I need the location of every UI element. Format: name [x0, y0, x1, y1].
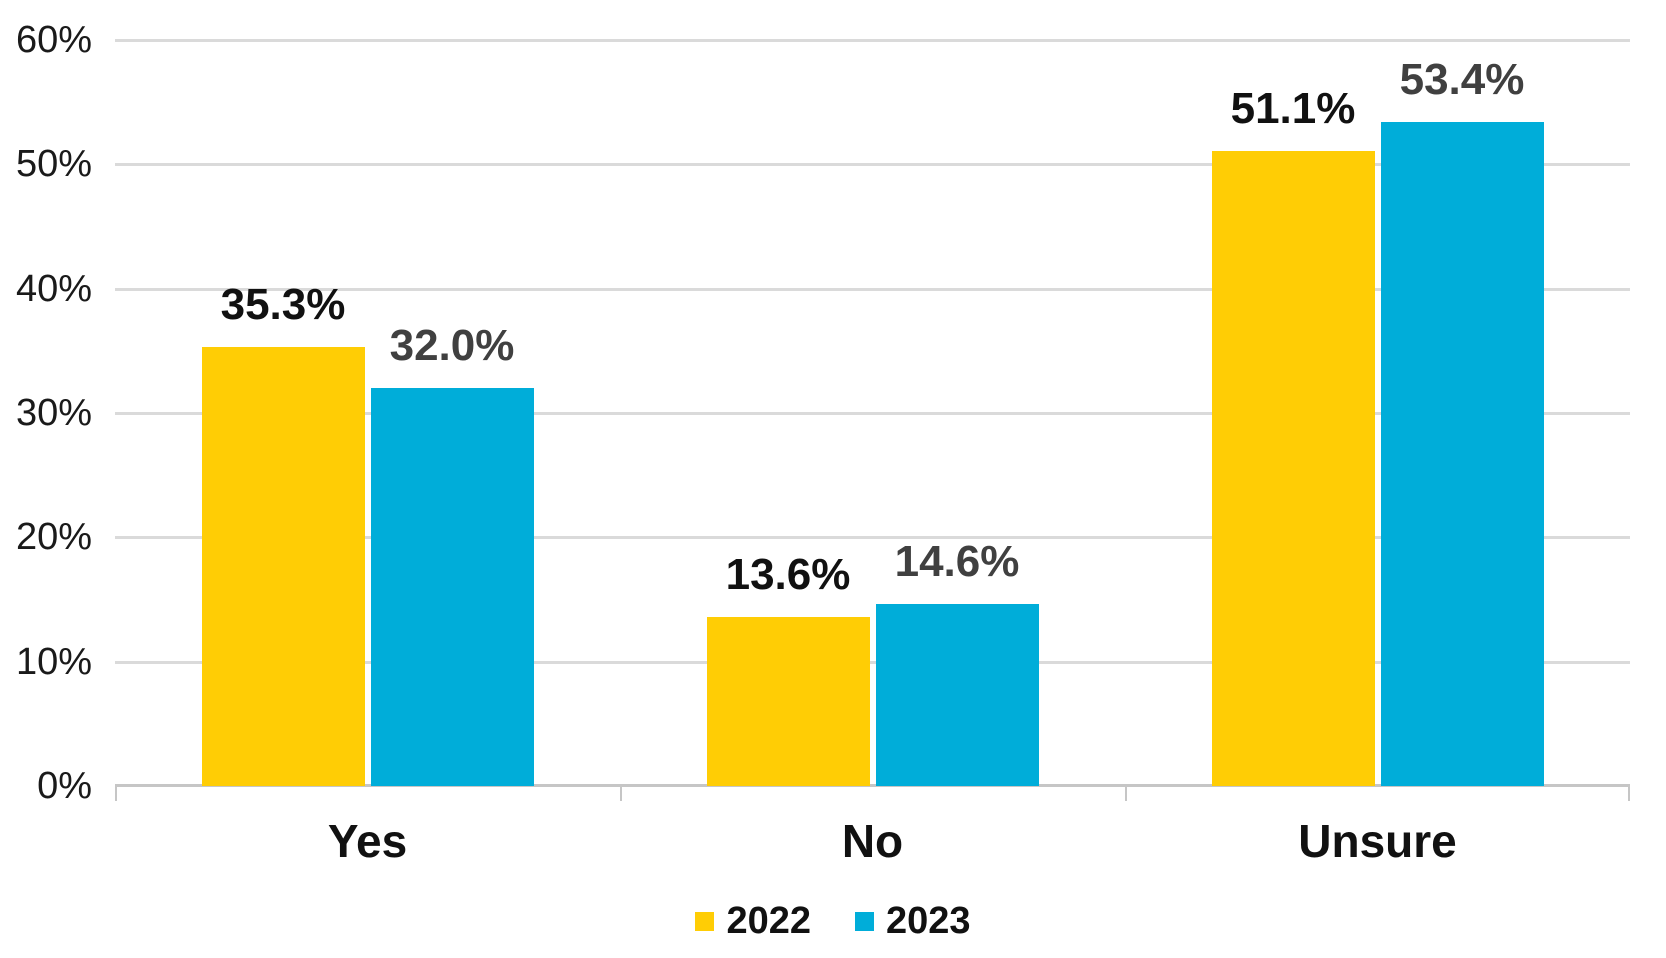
bar-value-label-2023-yes: 32.0%	[389, 321, 515, 371]
bar-value-label-2022-no: 13.6%	[725, 549, 851, 599]
bar-2022-no	[706, 616, 870, 786]
category-label-no: No	[841, 815, 904, 867]
legend-item-2022: 2022	[695, 898, 811, 944]
plot-area: 35.3% 32.0% 13.6% 14.6% 51.1% 53.4%	[115, 39, 1630, 801]
legend-label-2023: 2023	[886, 900, 971, 942]
y-axis-tick-label: 0%	[37, 765, 92, 807]
bar-value-label-2023-unsure: 53.4%	[1399, 55, 1525, 105]
y-axis-tick-label: 20%	[15, 516, 92, 559]
y-axis-tick-label: 30%	[15, 392, 92, 434]
y-axis-tick-label: 40%	[15, 267, 92, 310]
gridline	[115, 660, 1630, 664]
gridline	[115, 163, 1630, 167]
legend-swatch-2023	[855, 911, 874, 931]
gridline	[115, 536, 1630, 540]
gridline	[115, 412, 1630, 415]
axis-tick	[115, 786, 117, 801]
axis-tick	[620, 786, 622, 801]
y-axis-tick-label: 10%	[15, 640, 92, 683]
y-axis-tick-label: 50%	[15, 143, 92, 186]
category-label-yes: Yes	[327, 815, 408, 867]
y-axis-tick-label: 60%	[15, 19, 92, 61]
bar-2022-unsure	[1211, 150, 1375, 786]
legend-label-2022: 2022	[726, 900, 811, 942]
axis-tick	[1125, 786, 1127, 801]
bar-value-label-2022-unsure: 51.1%	[1230, 83, 1356, 133]
legend: 2022 2023	[0, 898, 1666, 944]
legend-swatch-2022	[695, 911, 715, 931]
bar-value-label-2022-yes: 35.3%	[220, 280, 346, 330]
x-axis-line	[115, 784, 1630, 787]
legend-item-2023: 2023	[855, 898, 971, 944]
axis-tick	[1628, 786, 1630, 801]
bar-2023-unsure	[1380, 122, 1544, 786]
gridline	[115, 39, 1630, 42]
bar-2022-yes	[201, 347, 365, 786]
category-label-unsure: Unsure	[1298, 815, 1457, 867]
bar-2023-no	[875, 604, 1039, 786]
bar-value-label-2023-no: 14.6%	[894, 537, 1020, 587]
gridline	[115, 287, 1630, 291]
bar-2023-yes	[370, 388, 534, 786]
